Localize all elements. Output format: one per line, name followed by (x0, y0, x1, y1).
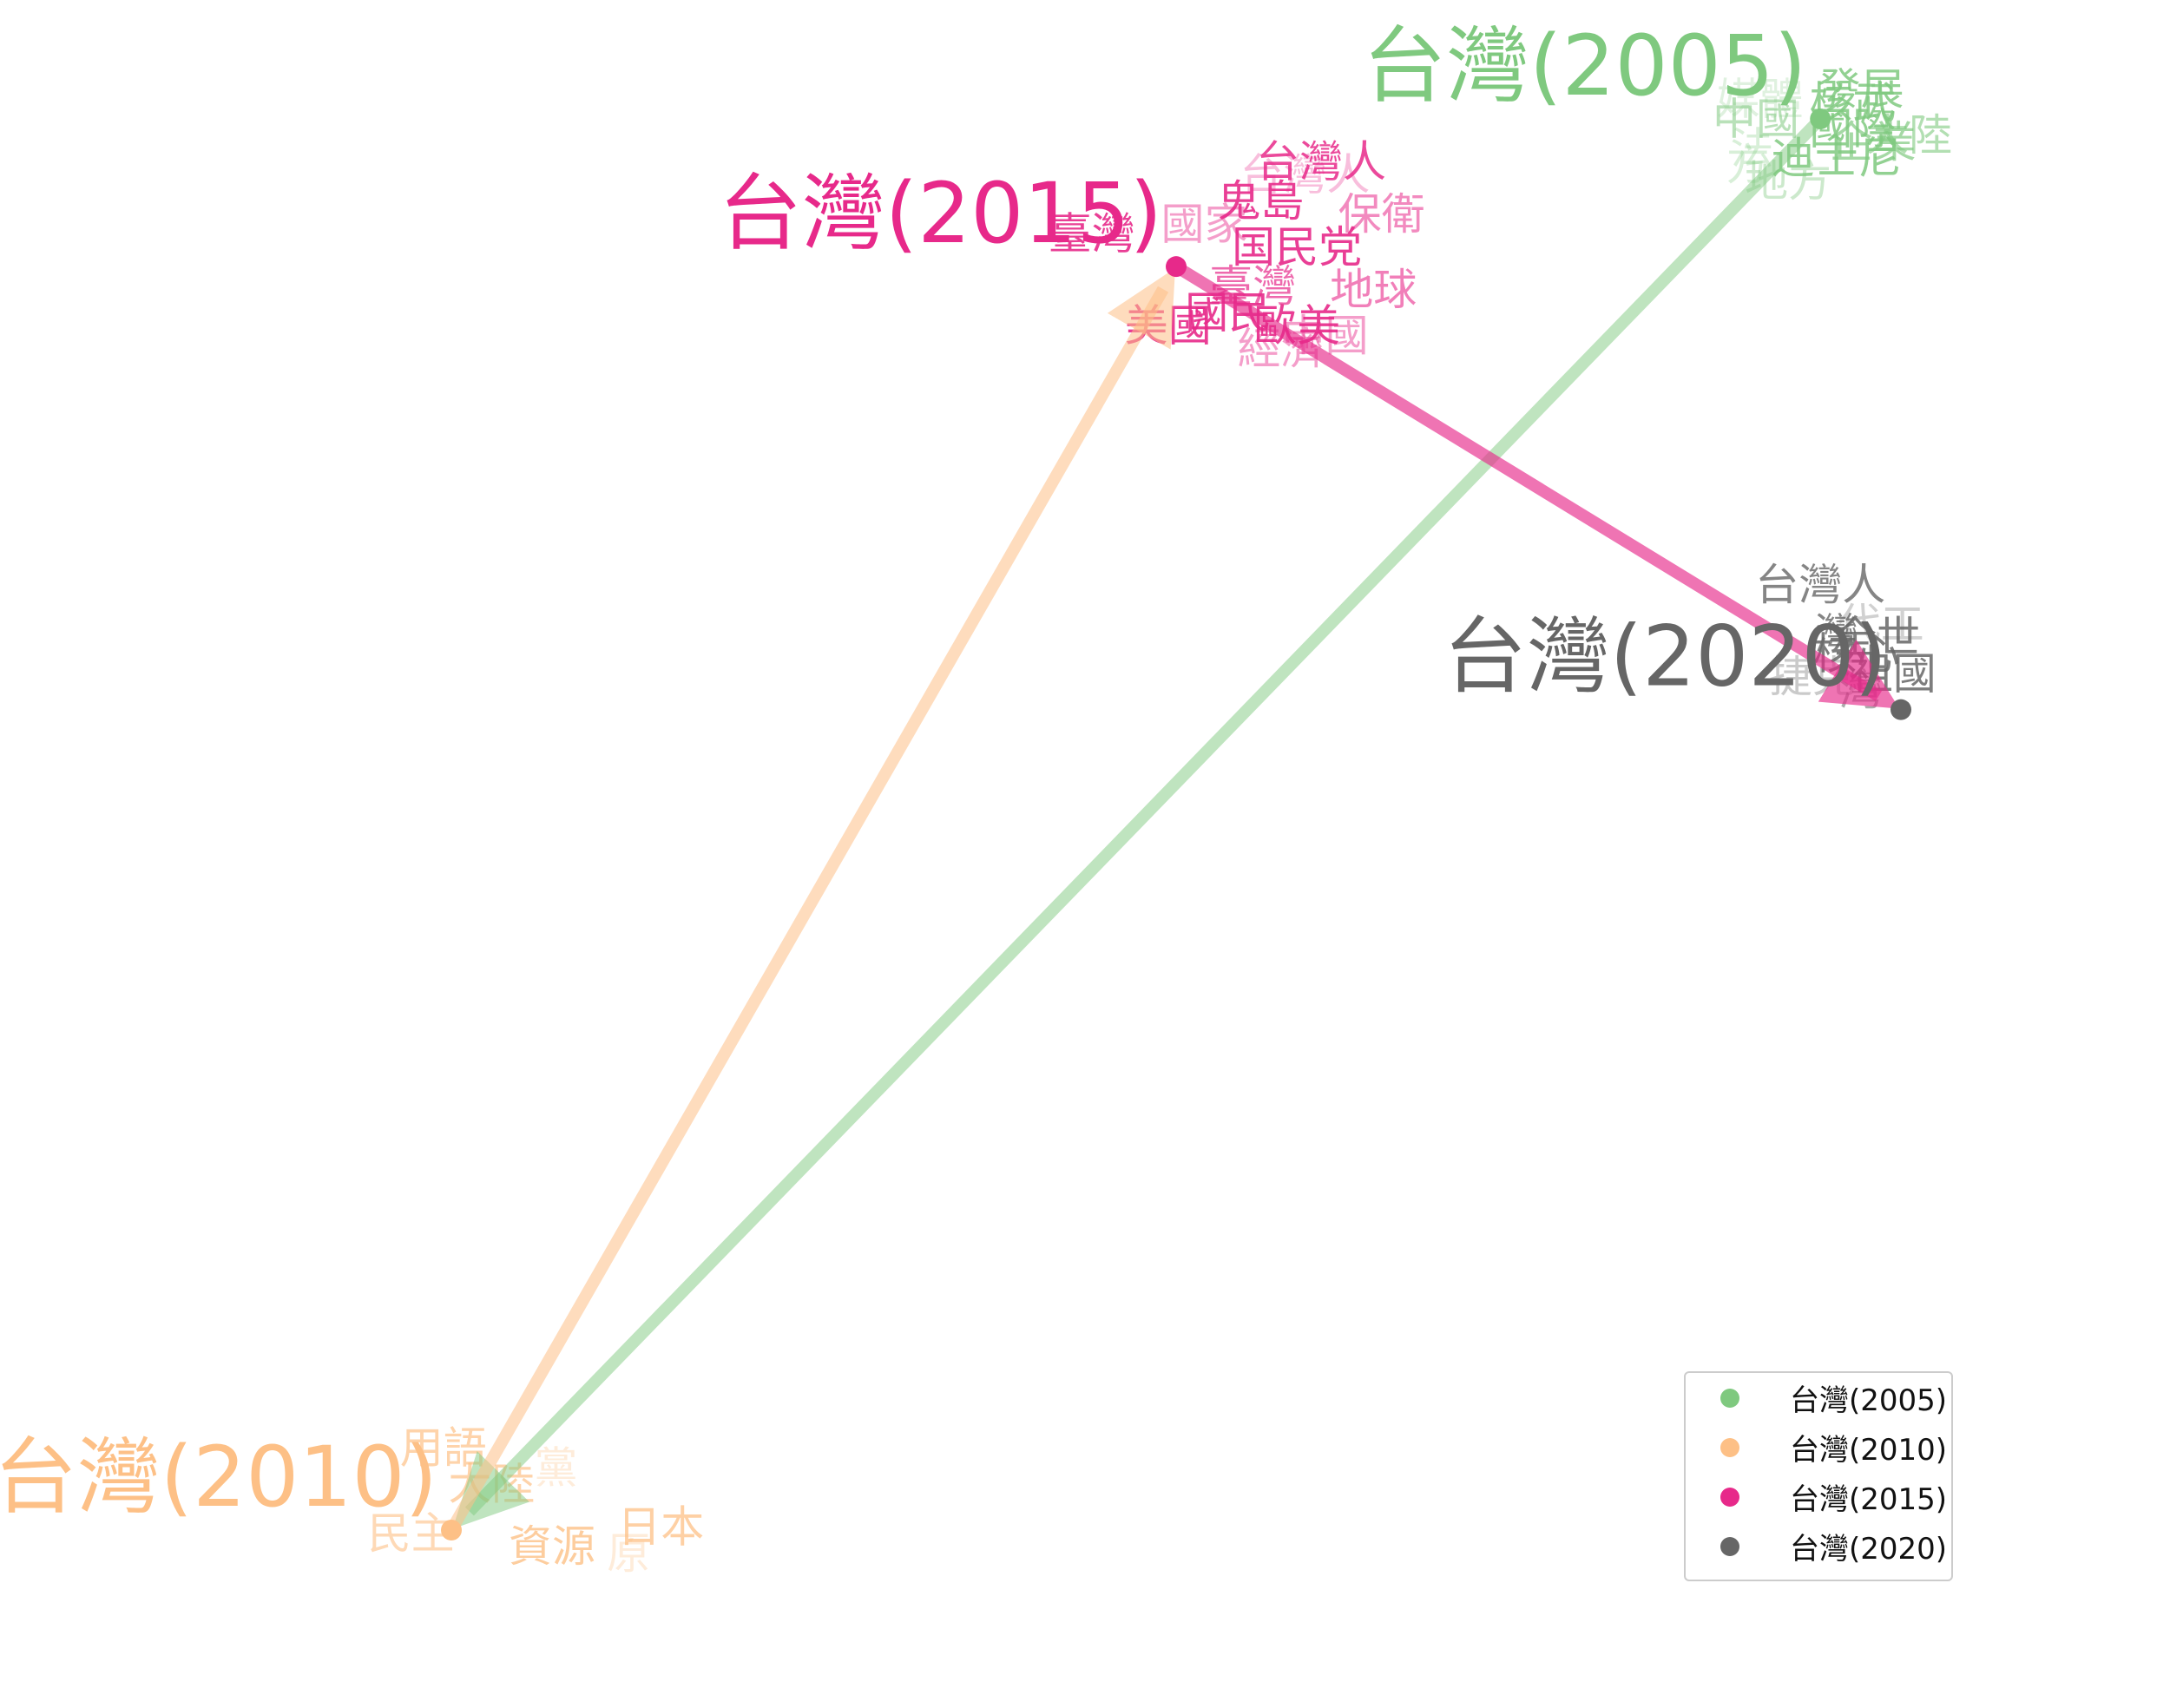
neighbor-word-label: 台灣人 (1256, 136, 1386, 187)
trajectory-arrow (452, 115, 1825, 1529)
trajectory-arrow (445, 267, 1176, 1534)
legend-label: 台灣(2015) (1790, 1482, 1948, 1517)
neighbor-word-label: 臺灣 (1049, 209, 1135, 259)
neighbor-word-label: 中國 (1713, 94, 1799, 144)
neighbor-word-label: 地球 (1330, 265, 1417, 315)
neighbor-word-label: 國家 (1161, 199, 1247, 249)
anchor-point (1166, 256, 1187, 278)
anchor-label: 台灣(2010) (0, 1429, 437, 1526)
neighbor-word-label: 鬼島 (1217, 176, 1304, 227)
neighbor-word-label: 原 (607, 1528, 650, 1579)
neighbor-word-label: 資源 (509, 1521, 595, 1572)
neighbor-word-label: 国民党 (1232, 222, 1362, 273)
neighbor-word-label: 保衛 (1338, 189, 1425, 240)
legend: 台灣(2005) 台灣(2010) 台灣(2015) 台灣(2020) (1684, 1371, 1953, 1581)
neighbor-word-label: 發展 (1818, 64, 1904, 115)
neighbor-word-label: 台灣人 (1755, 560, 1885, 610)
neighbor-word-label: 黨 (535, 1442, 578, 1493)
anchor-point (441, 1520, 462, 1540)
neighbor-word-label: 法 (1730, 123, 1773, 174)
anchor-label: 台灣(2015) (719, 165, 1162, 262)
neighbor-word-label: 臺灣 (1209, 261, 1296, 312)
legend-item: 台灣(2010) (1686, 1422, 1951, 1472)
legend-label: 台灣(2010) (1790, 1433, 1948, 1468)
anchors-layer: 台灣(2005) 台灣(2010) 台灣(2015) 台灣(2020) (0, 17, 1911, 1540)
legend-item: 台灣(2020) (1686, 1521, 1951, 1571)
anchor-point (1810, 108, 1831, 129)
anchor-point (1891, 699, 1911, 720)
legend-marker-icon (1720, 1536, 1739, 1556)
arrows-layer (445, 115, 1900, 1534)
neighbor-word-label: 民主 (368, 1508, 455, 1559)
legend-item: 台灣(2015) (1686, 1472, 1951, 1521)
neighbor-word-label: 媒體 (1717, 75, 1804, 125)
anchor-label: 台灣(2005) (1363, 17, 1806, 115)
neighbor-word-label: 日本 (617, 1502, 704, 1553)
neighbor-word-label: 大陸 (1865, 110, 1952, 161)
trajectory-arrow (1173, 261, 1900, 709)
legend-marker-icon (1720, 1487, 1739, 1507)
legend-item: 台灣(2005) (1686, 1373, 1951, 1422)
legend-marker-icon (1720, 1388, 1739, 1408)
legend-label: 台灣(2020) (1790, 1532, 1948, 1567)
neighbor-word-label: 台灣人 (1240, 150, 1370, 200)
anchor-label: 台灣(2020) (1443, 608, 1887, 706)
legend-label: 台灣(2005) (1790, 1383, 1948, 1418)
legend-marker-icon (1720, 1437, 1739, 1457)
neighbor-word-label: 企業 (1830, 117, 1917, 168)
